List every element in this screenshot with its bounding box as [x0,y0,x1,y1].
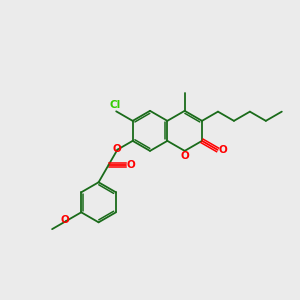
Text: O: O [112,143,121,154]
Text: Cl: Cl [110,100,121,110]
Text: O: O [127,160,136,170]
Text: O: O [181,151,190,161]
Text: O: O [219,146,227,155]
Text: O: O [60,215,69,225]
